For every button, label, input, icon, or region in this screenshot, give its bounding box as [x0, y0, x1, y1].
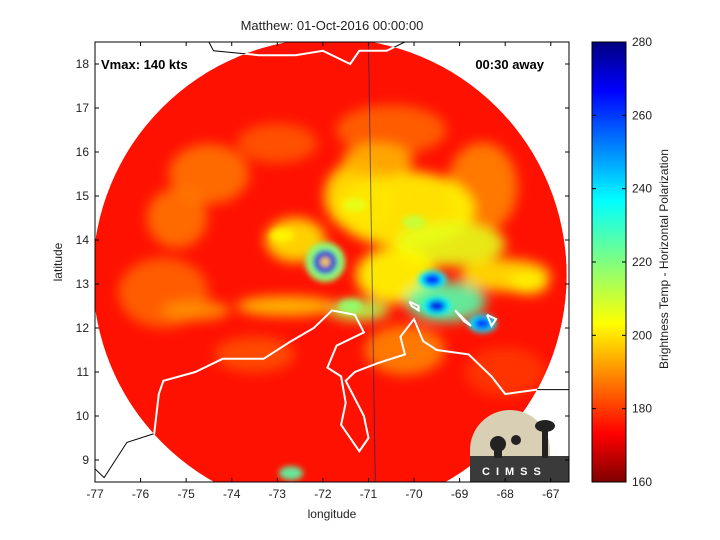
y-axis-label: latitude — [51, 242, 65, 281]
background-patch — [147, 188, 208, 248]
convective-cell — [402, 215, 427, 230]
background-patch — [168, 144, 249, 204]
colorbar — [591, 41, 627, 483]
background-patch — [465, 347, 546, 397]
convective-cell — [278, 466, 303, 481]
colorbar-tick-label: 200 — [632, 328, 652, 342]
convective-cell — [342, 197, 367, 212]
time-away-annotation: 00:30 away — [475, 57, 544, 72]
convective-cell — [338, 299, 363, 313]
colorbar-label: Brightness Temp - Horizontal Polarizatio… — [657, 149, 671, 369]
y-tick-label: 13 — [76, 277, 90, 291]
background-patch — [336, 105, 447, 155]
coastline — [486, 313, 498, 328]
x-tick-label: -67 — [542, 487, 560, 501]
y-tick-label: 16 — [76, 145, 90, 159]
y-tick-label: 11 — [77, 365, 90, 379]
swath-seam — [367, 42, 376, 482]
convective-band — [342, 142, 413, 179]
background-patch — [214, 336, 295, 373]
background-patch — [237, 123, 318, 164]
rainband-cell — [423, 273, 442, 286]
x-tick-label: -74 — [223, 487, 241, 501]
vmax-annotation: Vmax: 140 kts — [101, 57, 188, 72]
colorbar-tick-label: 280 — [632, 35, 652, 49]
y-tick-label: 18 — [76, 57, 90, 71]
convective-band — [160, 300, 231, 321]
x-tick-label: -76 — [132, 487, 150, 501]
swath — [95, 42, 567, 482]
colorbar-ticks: 160 180 200 220 240 260 280 — [592, 35, 652, 489]
colorbar-tick-label: 220 — [632, 255, 652, 269]
y-tick-label: 9 — [82, 453, 89, 467]
y-tick-label: 17 — [76, 101, 90, 115]
x-tick-label: -73 — [269, 487, 287, 501]
convective-cell — [269, 228, 294, 243]
y-tick-label: 14 — [76, 233, 90, 247]
colorbar-tick-label: 260 — [632, 108, 652, 122]
colorbar-tick-label: 180 — [632, 402, 652, 416]
x-tick-label: -72 — [314, 487, 332, 501]
y-tick-label: 15 — [76, 189, 90, 203]
coastline — [157, 309, 567, 453]
y-tick-label: 10 — [76, 409, 90, 423]
x-tick-label: -75 — [177, 487, 195, 501]
rainband-cell — [427, 300, 446, 312]
x-tick-label: -70 — [405, 487, 423, 501]
convective-bands — [118, 105, 551, 397]
chart-title: Matthew: 01-Oct-2016 00:00:00 — [241, 18, 424, 33]
x-tick-label: -69 — [451, 487, 469, 501]
coastline — [454, 309, 472, 327]
background-patch — [364, 325, 445, 375]
colorbar-tick-label: 160 — [632, 475, 652, 489]
rainband-cell — [473, 317, 492, 330]
intense-cells — [269, 197, 497, 481]
plot-frame — [94, 41, 570, 483]
y-axis-ticks: 9 10 11 12 13 14 15 16 17 18 — [76, 57, 569, 467]
convective-band — [507, 274, 548, 294]
coastline — [408, 300, 420, 313]
y-tick-label: 12 — [76, 321, 90, 335]
x-tick-label: -71 — [360, 487, 378, 501]
x-tick-label: -77 — [86, 487, 104, 501]
x-axis-ticks: -77 -76 -75 -74 -73 -72 -71 -70 -69 -68 -67 — [86, 42, 560, 501]
eye-center — [320, 257, 331, 267]
colorbar-tick-label: 240 — [632, 182, 652, 196]
logo-text: CIMSS — [482, 466, 547, 478]
map-area: CIMSS — [95, 42, 569, 482]
cimss-logo: CIMSS — [470, 410, 569, 482]
convective-band — [236, 296, 337, 316]
x-axis-label: longitude — [308, 507, 357, 521]
x-tick-label: -68 — [497, 487, 515, 501]
